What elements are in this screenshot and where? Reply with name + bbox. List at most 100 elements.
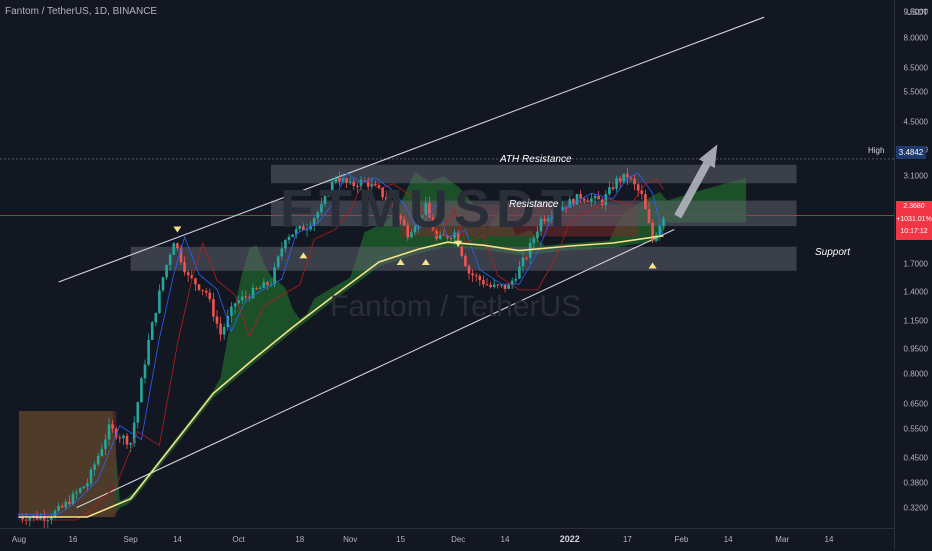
candle-body (424, 203, 428, 216)
candle-body (327, 195, 330, 197)
price-tick-label: 0.5500 (903, 424, 928, 434)
candle-body (129, 442, 132, 445)
candle-body (276, 256, 280, 268)
candle-body (428, 203, 431, 218)
candle-body (309, 225, 312, 230)
bar-countdown: 10:17:12 (900, 228, 928, 235)
candle-body (413, 226, 417, 233)
signal-marker-up (648, 262, 657, 269)
candle-body (305, 229, 309, 231)
zone-resistance (271, 200, 797, 227)
time-tick-label: Oct (232, 535, 245, 544)
candle-body (500, 284, 503, 286)
time-tick-label: 14 (824, 535, 834, 544)
candle-body (438, 234, 442, 239)
candle-body (64, 501, 68, 508)
candle-body (57, 505, 60, 511)
candle-body (273, 267, 276, 285)
price-axis[interactable]: USDT 9.50008.00006.50005.50004.50003.700… (894, 0, 932, 550)
candle-body (525, 257, 528, 259)
candle-body (28, 517, 32, 521)
resistance-label: Resistance (509, 199, 559, 210)
candle-body (233, 303, 237, 307)
candle-body (230, 306, 233, 317)
high-value-badge: 3.4842 (896, 146, 926, 159)
candle-body (82, 486, 86, 489)
candle-body (464, 255, 467, 267)
candle-body (334, 177, 338, 182)
candle-body (104, 439, 107, 449)
candle-body (647, 209, 651, 223)
candle-body (78, 488, 82, 493)
candle-body (201, 289, 204, 291)
candle-body (323, 195, 327, 205)
price-tick-label: 5.5000 (903, 87, 928, 97)
price-chart[interactable] (0, 0, 894, 528)
candle-body (348, 181, 352, 183)
candle-body (644, 194, 647, 210)
candle-body (150, 322, 154, 340)
candle-body (140, 378, 143, 403)
candle-body (294, 229, 298, 235)
watermark-name: Fantom / TetherUS (330, 290, 582, 323)
candle-body (593, 195, 597, 199)
candle-body (420, 215, 424, 217)
candle-body (89, 469, 93, 484)
candle-body (356, 185, 359, 187)
candle-body (597, 195, 600, 200)
candle-body (518, 266, 521, 279)
candle-body (338, 177, 341, 182)
watermark-ticker: FTMUSDT (280, 179, 580, 239)
candle-body (640, 190, 644, 195)
candle-body (662, 218, 665, 226)
candle-body (312, 218, 316, 226)
candle-body (395, 207, 399, 216)
price-tick-label: 9.5000 (903, 7, 928, 17)
candle-body (482, 280, 485, 285)
candle-body (258, 287, 262, 289)
candle-body (435, 230, 438, 239)
candle-body (42, 516, 46, 522)
time-tick-label: 14 (500, 535, 510, 544)
symbol-title[interactable]: Fantom / TetherUS, 1D, BINANCE (5, 6, 158, 17)
ath-resistance-label: ATH Resistance (500, 154, 572, 165)
candle-body (485, 284, 489, 286)
candle-body (352, 181, 356, 186)
candle-body (291, 234, 294, 237)
candle-body (381, 187, 384, 198)
candle-body (496, 284, 500, 286)
time-tick-label: 17 (622, 535, 632, 544)
candle-body (568, 199, 572, 208)
candle-body (114, 428, 118, 438)
candle-body (190, 275, 194, 279)
candle-body (237, 300, 240, 304)
price-tick-label: 1.1500 (903, 316, 928, 326)
candle-body (471, 273, 474, 276)
candle-body (626, 173, 629, 178)
candle-body (75, 492, 78, 494)
time-tick-label: 15 (396, 535, 406, 544)
candle-body (165, 264, 168, 278)
time-tick-label: Sep (123, 535, 138, 544)
chart-area[interactable]: FTMUSDT Fantom / TetherUS Fantom / Tethe… (0, 0, 894, 528)
time-tick-label: 16 (68, 535, 78, 544)
price-unit: USDT (906, 8, 928, 17)
candle-body (46, 520, 50, 522)
candle-body (122, 435, 125, 439)
candle-body (298, 226, 302, 230)
candle-body (460, 246, 464, 256)
time-axis[interactable]: Aug 16 Sep 14 Oct 18 Nov 15 Dec 14 2022 17 Feb 14 Mar 1… (0, 528, 894, 551)
candle-body (287, 236, 291, 241)
time-tick-label: 14 (172, 535, 182, 544)
candle-body (654, 234, 658, 241)
candle-body (431, 217, 435, 231)
candle-body (608, 187, 611, 195)
candle-body (107, 424, 111, 440)
candle-body (658, 225, 662, 235)
ichimoku-cloud-bear (19, 411, 117, 518)
base-line (19, 178, 664, 521)
candle-body (118, 437, 122, 439)
time-tick-label: 2022 (559, 534, 580, 544)
candle-body (21, 517, 24, 520)
candle-body (582, 198, 586, 201)
